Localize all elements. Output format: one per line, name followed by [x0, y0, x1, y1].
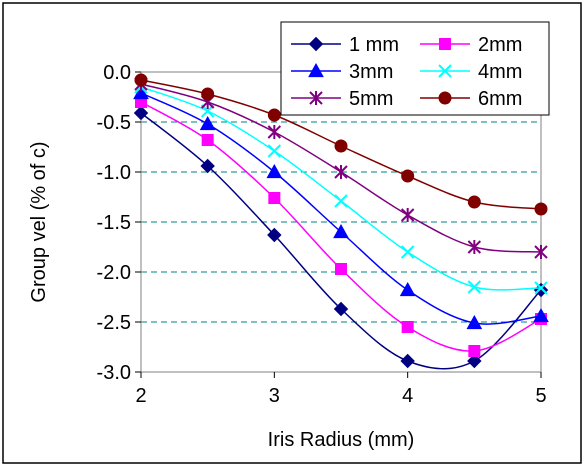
legend-item: 4mm	[420, 61, 522, 83]
legend-marker	[309, 91, 323, 105]
legend-label: 6mm	[478, 88, 522, 110]
data-point	[133, 105, 149, 121]
data-point	[266, 163, 283, 179]
legend-item: 6mm	[420, 88, 522, 110]
data-point	[133, 84, 149, 100]
data-point	[400, 245, 415, 259]
data-point	[267, 227, 282, 243]
legend-marker	[308, 36, 324, 52]
series-lines	[133, 73, 549, 370]
data-point	[199, 115, 216, 131]
y-tick-label: -0.5	[97, 112, 131, 134]
legend-label: 4mm	[478, 61, 522, 83]
data-point	[333, 301, 349, 317]
data-point	[534, 202, 548, 216]
legend-marker	[438, 91, 452, 105]
data-point	[334, 194, 348, 208]
data-point	[267, 125, 282, 139]
data-point	[467, 280, 482, 294]
data-point	[533, 307, 549, 323]
x-tick-label: 3	[269, 385, 280, 407]
y-tick-label: -1.5	[97, 212, 131, 234]
legend-box	[280, 21, 550, 116]
legend: 1 mm 2mm 3mm 4mm 5mm 6mm	[280, 21, 550, 116]
y-tick-label: 0.0	[103, 62, 131, 84]
data-point	[201, 134, 214, 146]
legend-label: 1 mm	[349, 34, 399, 56]
data-point	[267, 108, 281, 122]
legend-item: 2mm	[420, 34, 522, 56]
data-point	[467, 353, 482, 369]
data-point	[200, 158, 215, 174]
legend-item: 5mm	[291, 88, 393, 110]
x-tick-label: 2	[135, 385, 146, 407]
data-point	[401, 169, 415, 183]
data-point	[534, 281, 548, 295]
legend-label: 3mm	[349, 61, 393, 83]
y-axis-label: Group vel (% of c)	[28, 141, 50, 302]
y-tick-label: -2.0	[97, 262, 131, 284]
data-point	[468, 345, 481, 357]
x-axis-label: Iris Radius (mm)	[268, 429, 415, 451]
data-point	[400, 208, 415, 222]
data-point	[267, 144, 282, 158]
data-point	[333, 223, 349, 239]
x-tick-label: 5	[535, 385, 546, 407]
data-point	[466, 314, 483, 330]
y-tick-label: -1.0	[97, 162, 131, 184]
series-6	[134, 73, 548, 216]
legend-marker	[438, 64, 452, 78]
y-tick-label: -3.0	[97, 362, 131, 384]
y-tick-label: -2.5	[97, 312, 131, 334]
legend-marker	[439, 38, 451, 50]
series-3	[133, 84, 549, 330]
data-point	[467, 195, 481, 209]
data-point	[134, 73, 148, 87]
series-1	[133, 105, 549, 370]
data-point	[334, 139, 348, 153]
data-point	[335, 263, 347, 275]
data-point	[467, 240, 482, 254]
legend-item: 3mm	[291, 61, 393, 83]
legend-label: 5mm	[349, 88, 393, 110]
data-point	[401, 321, 414, 333]
data-point	[201, 87, 215, 101]
legend-item: 1 mm	[291, 34, 399, 56]
axis-ticks: 0.0 -0.5 -1.0 -1.5 -2.0 -2.5 -3.02 3 4 5	[97, 62, 547, 407]
x-tick-label: 4	[402, 385, 413, 407]
data-point	[399, 281, 416, 297]
data-point	[400, 353, 415, 369]
legend-marker	[308, 62, 324, 78]
legend-label: 2mm	[478, 34, 522, 56]
data-point	[268, 192, 281, 204]
data-point	[534, 245, 548, 259]
data-point	[334, 165, 348, 179]
